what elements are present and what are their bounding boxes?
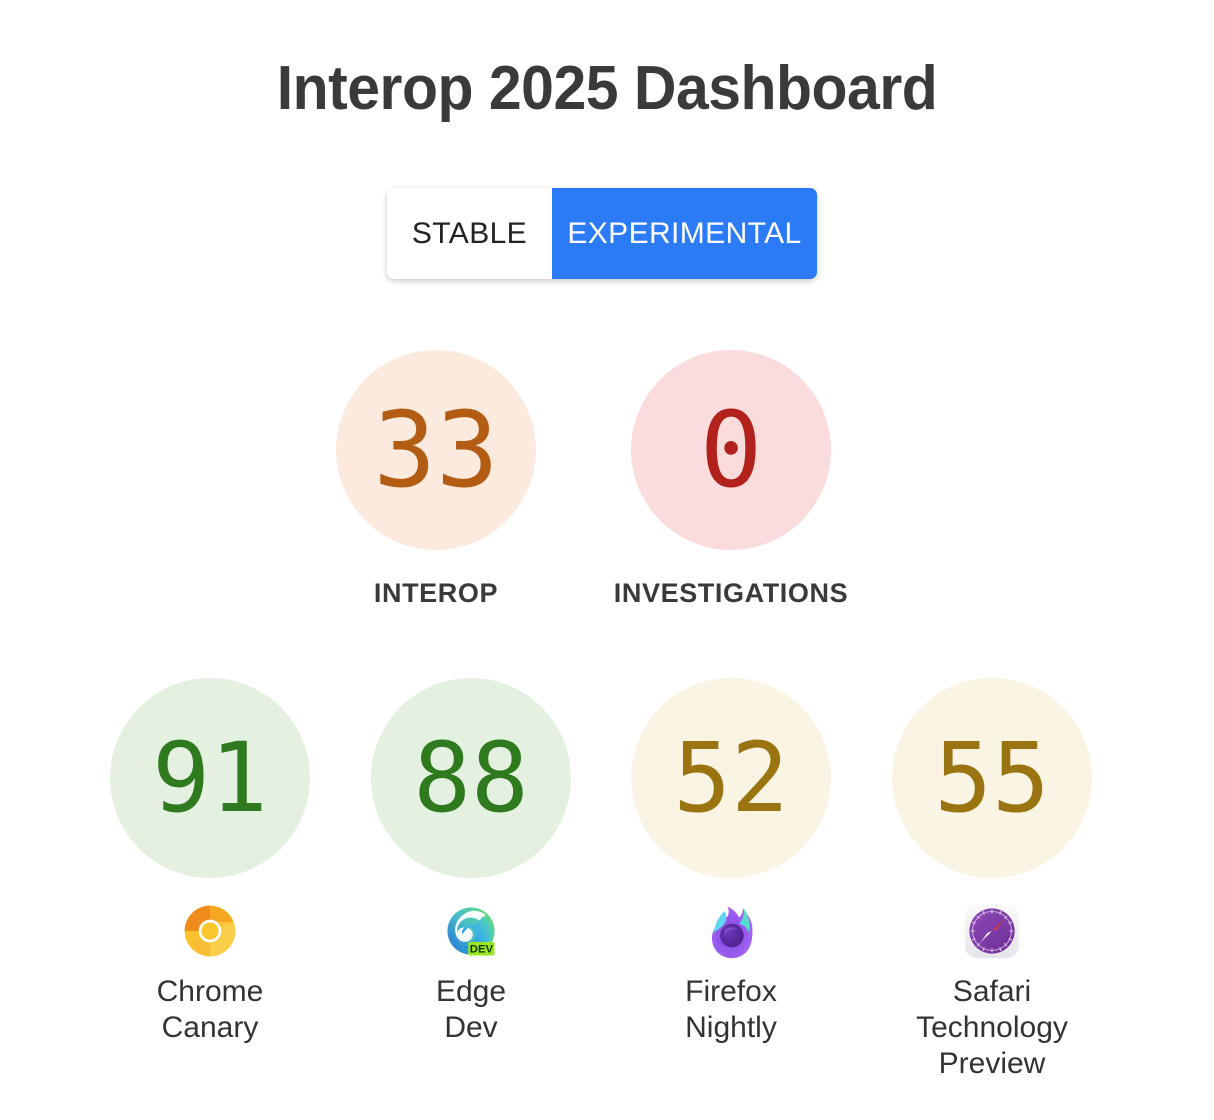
interop-score-value: 33	[373, 389, 499, 511]
firefox-nightly-score-value: 52	[673, 722, 789, 834]
browser-column-safari-technology-preview[interactable]: 55	[892, 678, 1092, 1082]
safari-technology-preview-label: Safari Technology Preview	[916, 975, 1068, 1080]
firefox-nightly-label: Firefox Nightly	[685, 975, 777, 1044]
firefox-nightly-icon	[702, 902, 760, 960]
browser-column-edge-dev[interactable]: 88 DEV Edge Dev	[371, 678, 571, 1046]
tab-experimental[interactable]: EXPERIMENTAL	[552, 188, 817, 279]
chrome-canary-label: Chrome Canary	[156, 975, 264, 1044]
edge-dev-score-circle[interactable]: 88	[371, 678, 571, 878]
firefox-nightly-score-circle[interactable]: 52	[631, 678, 831, 878]
browser-column-firefox-nightly[interactable]: 52	[631, 678, 831, 1046]
safari-technology-preview-score-value: 55	[934, 722, 1050, 834]
page-title: Interop 2025 Dashboard	[276, 54, 938, 123]
interop-score-circle[interactable]: 33	[336, 350, 536, 550]
chrome-canary-icon	[181, 902, 239, 960]
chrome-canary-score-circle[interactable]: 91	[110, 678, 310, 878]
edge-dev-label: Edge Dev	[435, 975, 507, 1044]
svg-text:DEV: DEV	[470, 943, 494, 955]
investigations-label: INVESTIGATIONS	[613, 578, 849, 608]
browser-column-chrome-canary[interactable]: 91 Chrome Canary	[110, 678, 310, 1046]
view-mode-toggle[interactable]: STABLE EXPERIMENTAL	[387, 188, 817, 279]
safari-technology-preview-icon	[963, 902, 1021, 960]
investigations-score-circle[interactable]: 0	[631, 350, 831, 550]
chrome-canary-score-value: 91	[152, 722, 268, 834]
edge-dev-score-value: 88	[413, 722, 529, 834]
tab-stable[interactable]: STABLE	[387, 188, 552, 279]
edge-dev-icon: DEV	[442, 902, 500, 960]
investigations-score-value: 0	[699, 389, 763, 511]
interop-label: INTEROP	[373, 578, 499, 608]
safari-technology-preview-score-circle[interactable]: 55	[892, 678, 1092, 878]
